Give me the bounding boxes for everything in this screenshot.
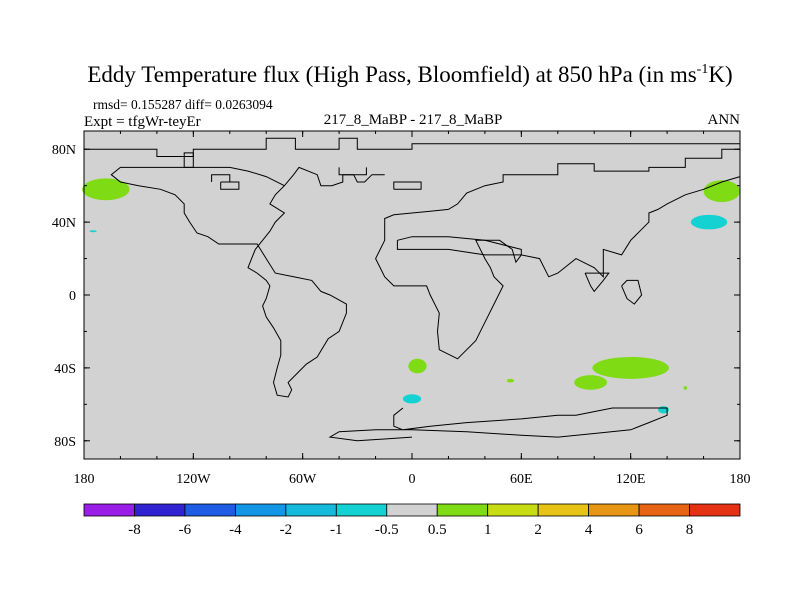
colorbar-label: 6: [635, 522, 643, 538]
x-tick-label: 180: [74, 472, 95, 487]
coastline: [110, 166, 385, 398]
colorbar-label: -1: [330, 522, 343, 538]
season-label: ANN: [708, 112, 741, 128]
contour-blob: [402, 394, 422, 404]
colorbar-label: -4: [229, 522, 242, 538]
x-tick-label: 120E: [616, 472, 646, 487]
coastline: [621, 279, 643, 305]
y-tick-label: 40S: [54, 362, 76, 377]
chart-title: Eddy Temperature flux (High Pass, Bloomf…: [87, 62, 732, 87]
colorbar: -8 -6 -4 -2 -1 -0.5 0.5 1 2 4 6 8: [83, 503, 741, 538]
stats-line: rmsd= 0.155287 diff= 0.0263094: [93, 97, 273, 112]
colorbar-swatch: [184, 503, 236, 517]
colorbar-swatch: [335, 503, 388, 517]
coastline: [396, 236, 522, 256]
coastline: [328, 407, 668, 442]
colorbar-label: 0.5: [428, 522, 447, 538]
colorbar-label: 4: [585, 522, 593, 538]
contour-blob: [703, 180, 740, 203]
coastline: [183, 152, 194, 168]
coastline: [584, 272, 610, 293]
colorbar-label: 8: [686, 522, 694, 538]
expt-label: Expt = tfgWr-teyEr: [84, 114, 201, 130]
colorbar-swatch: [134, 503, 186, 517]
coastline: [338, 167, 367, 176]
coastline: [83, 137, 741, 360]
contour-blob: [506, 378, 515, 383]
colorbar-label: -6: [179, 522, 192, 538]
colorbar-swatch: [285, 503, 337, 517]
coastlines: [83, 137, 741, 442]
contour-blob: [592, 356, 669, 379]
x-tick-label: 60E: [510, 472, 533, 487]
colorbar-swatch: [436, 503, 489, 517]
contour-blob: [89, 230, 97, 233]
y-tick-label: 80N: [52, 143, 76, 158]
coastline: [393, 181, 422, 190]
contour-blob: [82, 178, 130, 201]
coastline: [220, 181, 240, 190]
y-tick-label: 0: [69, 289, 76, 304]
colorbar-label: -8: [128, 522, 141, 538]
y-tick-label: 80S: [54, 435, 76, 450]
coastline: [211, 174, 231, 182]
colorbar-label: -2: [280, 522, 293, 538]
center-label: 217_8_MaBP - 217_8_MaBP: [324, 112, 503, 128]
contour-blob: [690, 214, 728, 230]
map-background: [84, 131, 740, 459]
colorbar-label: -0.5: [375, 522, 399, 538]
contour-blob: [683, 386, 688, 390]
colorbar-swatch: [487, 503, 539, 517]
map-area: 180 120W 60W 0 60E 120E 180 80N 40N 0 40S 80S: [52, 130, 751, 487]
x-tick-label: 60W: [289, 472, 317, 487]
colorbar-label: 1: [484, 522, 492, 538]
colorbar-swatch: [638, 503, 690, 517]
colorbar-swatch: [689, 503, 741, 517]
contour-blob: [408, 358, 427, 374]
contour-blob: [574, 375, 607, 390]
title-superscript: -1: [697, 62, 709, 77]
colorbar-label: 2: [534, 522, 542, 538]
colorbar-swatch: [234, 503, 287, 517]
x-tick-label: 120W: [176, 472, 211, 487]
colorbar-swatch: [588, 503, 640, 517]
axis-ticks: 180 120W 60W 0 60E 120E 180 80N 40N 0 40S 80S: [52, 131, 751, 487]
x-tick-label: 0: [409, 472, 416, 487]
y-tick-label: 40N: [52, 216, 76, 231]
colorbar-swatch: [83, 503, 135, 517]
colorbar-swatch: [386, 503, 438, 517]
colorbar-swatch: [537, 503, 590, 517]
x-tick-label: 180: [730, 472, 751, 487]
